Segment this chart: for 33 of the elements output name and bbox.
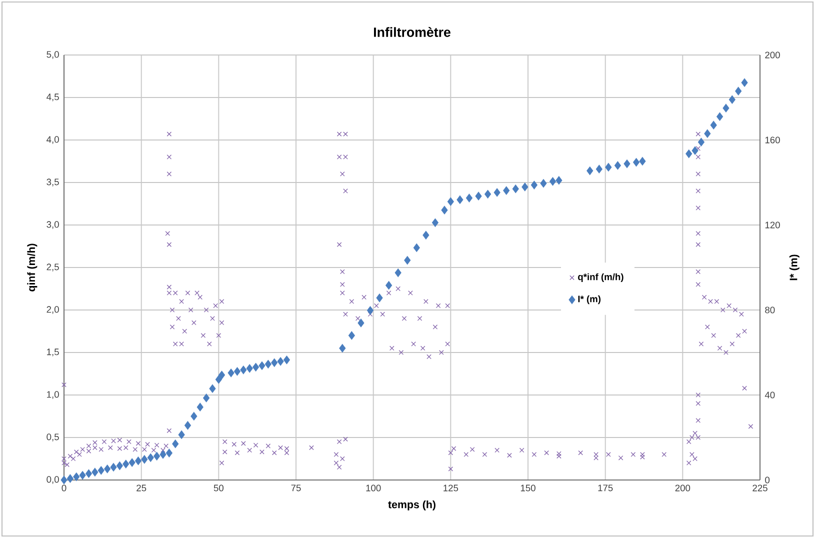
y-tick-label: 2,5 <box>46 264 59 272</box>
y-tick-label: 4,0 <box>46 136 59 144</box>
x-tick-label: 175 <box>598 484 613 492</box>
x-tick-label: 200 <box>675 484 690 492</box>
x-tick-label: 125 <box>444 484 458 492</box>
y-tick-label: 4,5 <box>46 94 59 102</box>
x-tick-label: 225 <box>752 484 768 492</box>
y2-tick-label: 0 <box>765 476 770 484</box>
x-axis-title: temps (h) <box>388 500 436 510</box>
y-tick-label: 1,5 <box>47 348 59 356</box>
x-tick-label: 150 <box>520 484 536 492</box>
y2-tick-label: 80 <box>765 306 775 314</box>
y-axis-title: qinf (m/h) <box>27 244 38 292</box>
y2-axis-title: I* (m) <box>789 254 800 280</box>
x-tick-label: 50 <box>214 484 224 492</box>
y2-tick-label: 120 <box>765 222 780 228</box>
y-tick-label: 3,5 <box>46 178 59 186</box>
y2-tick-label: 160 <box>765 136 780 144</box>
y-tick-label: 3,0 <box>46 221 59 229</box>
y-tick-label: 2,0 <box>46 306 59 314</box>
legend-label: I* (m) <box>578 295 601 304</box>
y2-tick-label: 200 <box>765 52 780 58</box>
x-tick-label: 25 <box>136 484 146 492</box>
x-tick-label: 100 <box>366 484 381 492</box>
x-tick-label: 75 <box>291 484 301 492</box>
x-tick-label: 0 <box>62 484 66 492</box>
y-tick-label: 1,0 <box>47 391 59 399</box>
y-tick-label: 5,0 <box>46 51 59 59</box>
y-tick-label: 0,5 <box>46 434 59 442</box>
y-tick-label: 0,0 <box>46 476 59 484</box>
legend-label: q*inf (m/h) <box>578 273 624 282</box>
chart-title: Infiltromètre <box>374 27 450 37</box>
y2-tick-label: 40 <box>764 392 775 398</box>
